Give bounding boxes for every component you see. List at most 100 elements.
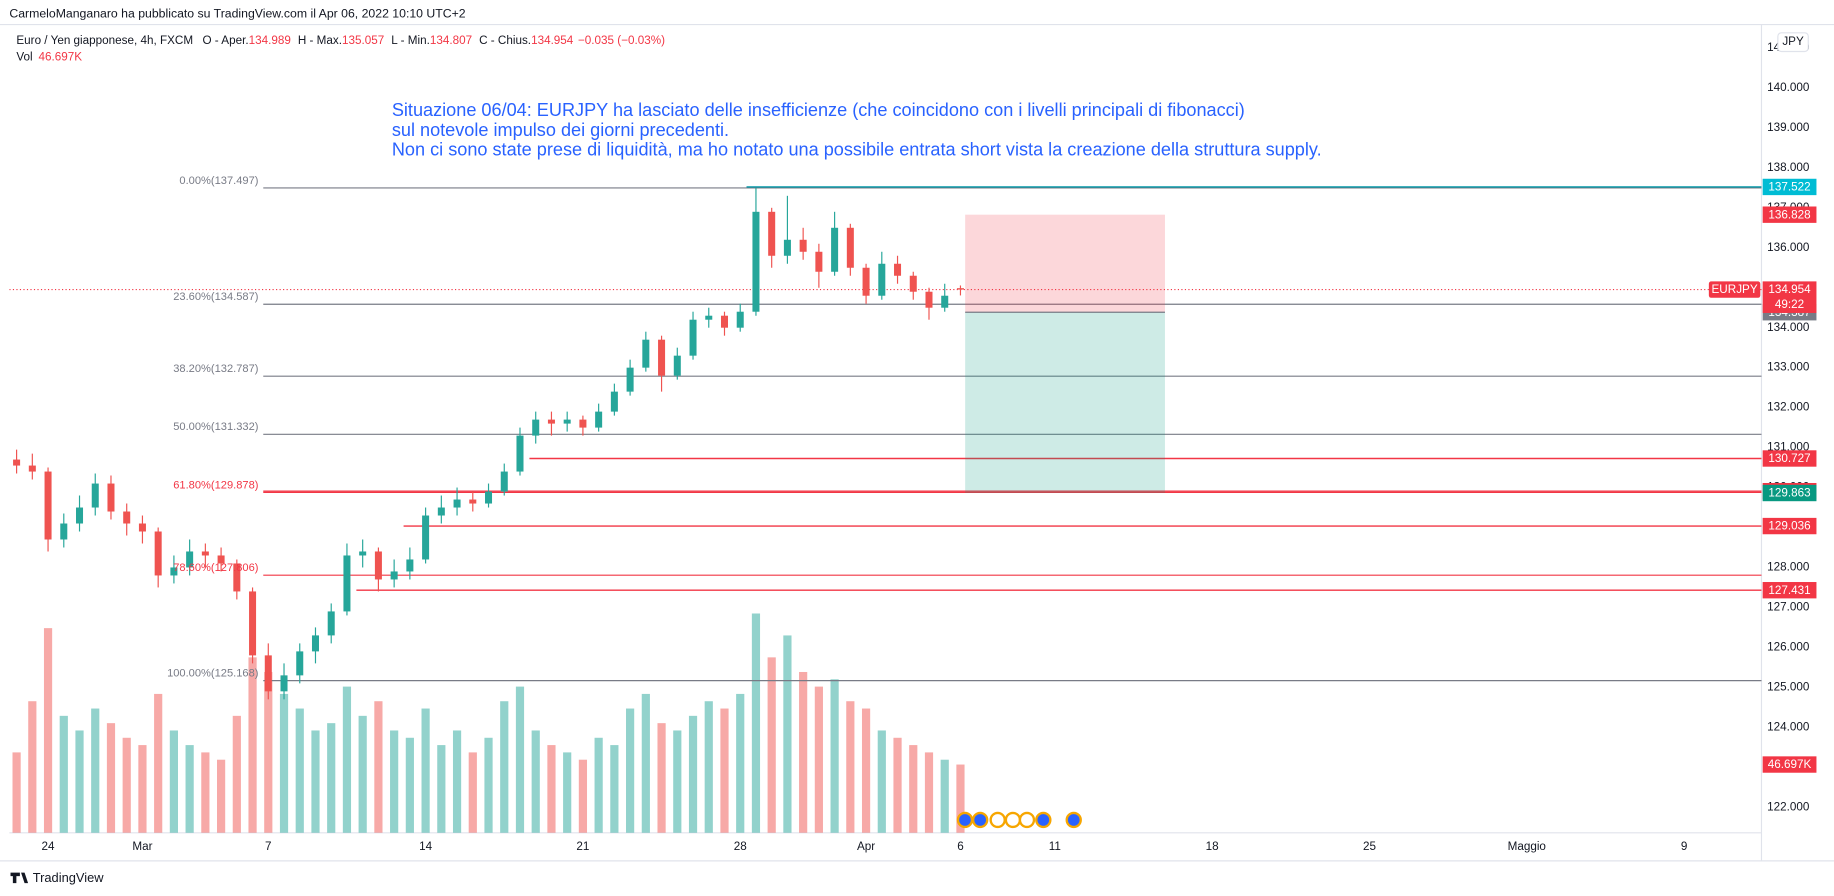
x-tick-label: Mar bbox=[132, 840, 152, 853]
candle-body bbox=[28, 465, 36, 472]
volume-bar bbox=[531, 730, 540, 833]
stop-label-box bbox=[1762, 206, 1817, 223]
candle-body bbox=[925, 291, 933, 308]
candle-body bbox=[815, 251, 823, 272]
volume-bar bbox=[751, 613, 761, 833]
price-line-label: 137.522 bbox=[1768, 181, 1810, 194]
volume-bar bbox=[358, 715, 367, 833]
legend-vol-value: 46.697K bbox=[38, 50, 82, 63]
y-tick-label: 139.000 bbox=[1767, 121, 1810, 134]
event-icon[interactable] bbox=[971, 811, 989, 829]
candle-body bbox=[862, 267, 870, 296]
currency: JPY bbox=[1782, 35, 1804, 48]
volume-bar bbox=[799, 671, 808, 833]
candle-body bbox=[233, 563, 241, 592]
event-icon[interactable] bbox=[1004, 811, 1022, 829]
event-icon[interactable] bbox=[1035, 811, 1052, 829]
fib-label: 61.80%(129.878) bbox=[173, 479, 259, 491]
candle-body bbox=[264, 655, 272, 692]
candle-body bbox=[453, 499, 461, 508]
fib-label: 23.60%(134.587) bbox=[173, 291, 259, 303]
price-line-label: 130.727 bbox=[1768, 452, 1810, 465]
volume-bar bbox=[830, 679, 839, 833]
candle-body bbox=[658, 339, 666, 376]
x-tick-label: 14 bbox=[419, 840, 433, 853]
candle-body bbox=[783, 239, 791, 256]
candle-body bbox=[107, 483, 115, 512]
candle-body bbox=[831, 227, 839, 272]
stop-label: 136.828 bbox=[1768, 208, 1810, 221]
volume-bar bbox=[673, 730, 682, 833]
legend-l-value: 134.807 bbox=[430, 34, 472, 47]
candle-body bbox=[374, 551, 382, 580]
candle-body bbox=[422, 515, 430, 560]
candle-body bbox=[138, 523, 146, 532]
volume-bar bbox=[217, 759, 226, 833]
candle-body bbox=[154, 531, 162, 576]
event-icon[interactable] bbox=[1065, 811, 1082, 829]
annotation: Situazione 06/04: EURJPY ha lasciato del… bbox=[392, 100, 1245, 120]
price-line-label-box bbox=[1762, 582, 1817, 599]
candle-body bbox=[76, 507, 84, 524]
candle-body bbox=[249, 591, 257, 656]
volume-bar bbox=[783, 635, 792, 833]
legend-symbol: Euro / Yen giapponese, 4h, FXCM bbox=[16, 34, 193, 47]
volume-bar bbox=[940, 759, 949, 833]
candle-body bbox=[595, 411, 603, 428]
volume-bar bbox=[846, 701, 855, 833]
x-tick-label: 9 bbox=[1681, 840, 1688, 853]
volume-bar bbox=[641, 693, 650, 833]
candle-body bbox=[296, 651, 304, 676]
volume-bar bbox=[421, 708, 430, 833]
y-tick-label: 128.000 bbox=[1767, 561, 1810, 574]
volume-bar bbox=[154, 693, 163, 833]
event-icon[interactable] bbox=[1018, 811, 1036, 829]
candle-body bbox=[343, 555, 351, 612]
last-price-label: 134.954 bbox=[1768, 283, 1811, 296]
legend-c: C - Chius. bbox=[479, 34, 531, 47]
target-label-box bbox=[1762, 484, 1817, 502]
candle-body bbox=[359, 551, 367, 556]
volume-bar bbox=[248, 657, 257, 833]
volume-bar bbox=[169, 730, 178, 833]
symbol-label: EURJPY bbox=[1712, 283, 1758, 296]
event-icon[interactable] bbox=[956, 811, 974, 829]
volume-bar bbox=[578, 759, 588, 833]
currency-button[interactable] bbox=[1777, 32, 1809, 53]
volume-bar bbox=[437, 745, 446, 833]
candle-body bbox=[720, 315, 728, 328]
x-tick-label: 7 bbox=[265, 840, 272, 853]
price-line-label-box bbox=[1762, 517, 1817, 535]
candle-body bbox=[311, 635, 319, 652]
candle-body bbox=[516, 435, 524, 472]
volume-bar bbox=[295, 708, 304, 833]
volume-bar bbox=[452, 730, 462, 833]
volume-bar bbox=[342, 686, 352, 833]
volume-bar bbox=[279, 693, 289, 833]
annotation: Non ci sono state prese di liquidità, ma… bbox=[392, 140, 1322, 160]
x-tick-label: Apr bbox=[857, 840, 875, 853]
countdown: 49:22 bbox=[1775, 298, 1804, 311]
footer-logo bbox=[10, 872, 29, 884]
candle-body bbox=[579, 419, 587, 428]
volume-bar bbox=[736, 693, 745, 833]
fib-label: 100.00%(125.168) bbox=[167, 668, 259, 680]
volume-bar bbox=[956, 764, 965, 833]
volume-layer bbox=[12, 613, 965, 833]
legend-l: L - Min. bbox=[391, 34, 430, 47]
volume-bar bbox=[657, 723, 666, 833]
legend-c-value: 134.954 bbox=[531, 34, 574, 47]
target-zone bbox=[965, 312, 1165, 494]
volume-label-box bbox=[1762, 756, 1817, 773]
legend-o-value: 134.989 bbox=[249, 34, 291, 47]
volume-bar bbox=[59, 715, 68, 833]
volume-bar bbox=[264, 671, 273, 833]
volume-bar bbox=[909, 745, 918, 833]
volume-bar bbox=[893, 737, 902, 833]
candle-body bbox=[390, 571, 398, 580]
candle-body bbox=[280, 675, 288, 692]
event-icon[interactable] bbox=[989, 811, 1006, 829]
volume-bar bbox=[484, 737, 493, 833]
fib-label: 78.60%(127.806) bbox=[173, 562, 259, 574]
y-tick-label: 133.000 bbox=[1767, 361, 1810, 374]
